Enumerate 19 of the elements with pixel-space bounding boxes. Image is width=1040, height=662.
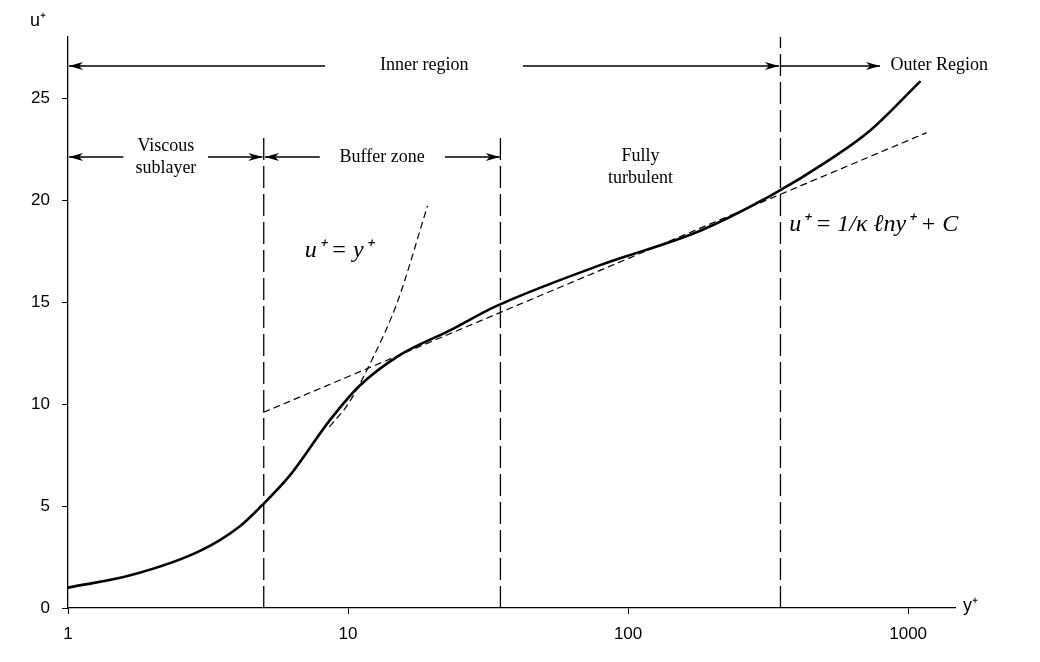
- x-tick-label: 10: [338, 623, 358, 643]
- y-tick-label: 25: [31, 87, 50, 107]
- y-tick-label: 5: [40, 495, 50, 515]
- annotation: u⁺ = 1/κ ℓny⁺ + C: [789, 210, 960, 237]
- y-tick-label: 10: [31, 393, 50, 413]
- annotation: Inner region: [380, 54, 469, 75]
- annotation: Viscous sublayer: [135, 135, 197, 178]
- y-axis-title: u⁺: [30, 9, 47, 30]
- x-axis-title: y⁺: [963, 594, 978, 615]
- annotation: Buffer zone: [339, 146, 425, 167]
- x-tick-label: 100: [613, 623, 643, 643]
- x-tick-label: 1000: [889, 623, 928, 643]
- y-tick-label: 20: [31, 189, 50, 209]
- annotation: Fully turbulent: [607, 145, 673, 188]
- annotation: Outer Region: [890, 54, 988, 75]
- x-tick-label: 1: [63, 623, 73, 643]
- y-tick-label: 15: [31, 291, 50, 311]
- annotation: u⁺ = y⁺: [304, 236, 375, 263]
- y-tick-label: 0: [40, 597, 50, 617]
